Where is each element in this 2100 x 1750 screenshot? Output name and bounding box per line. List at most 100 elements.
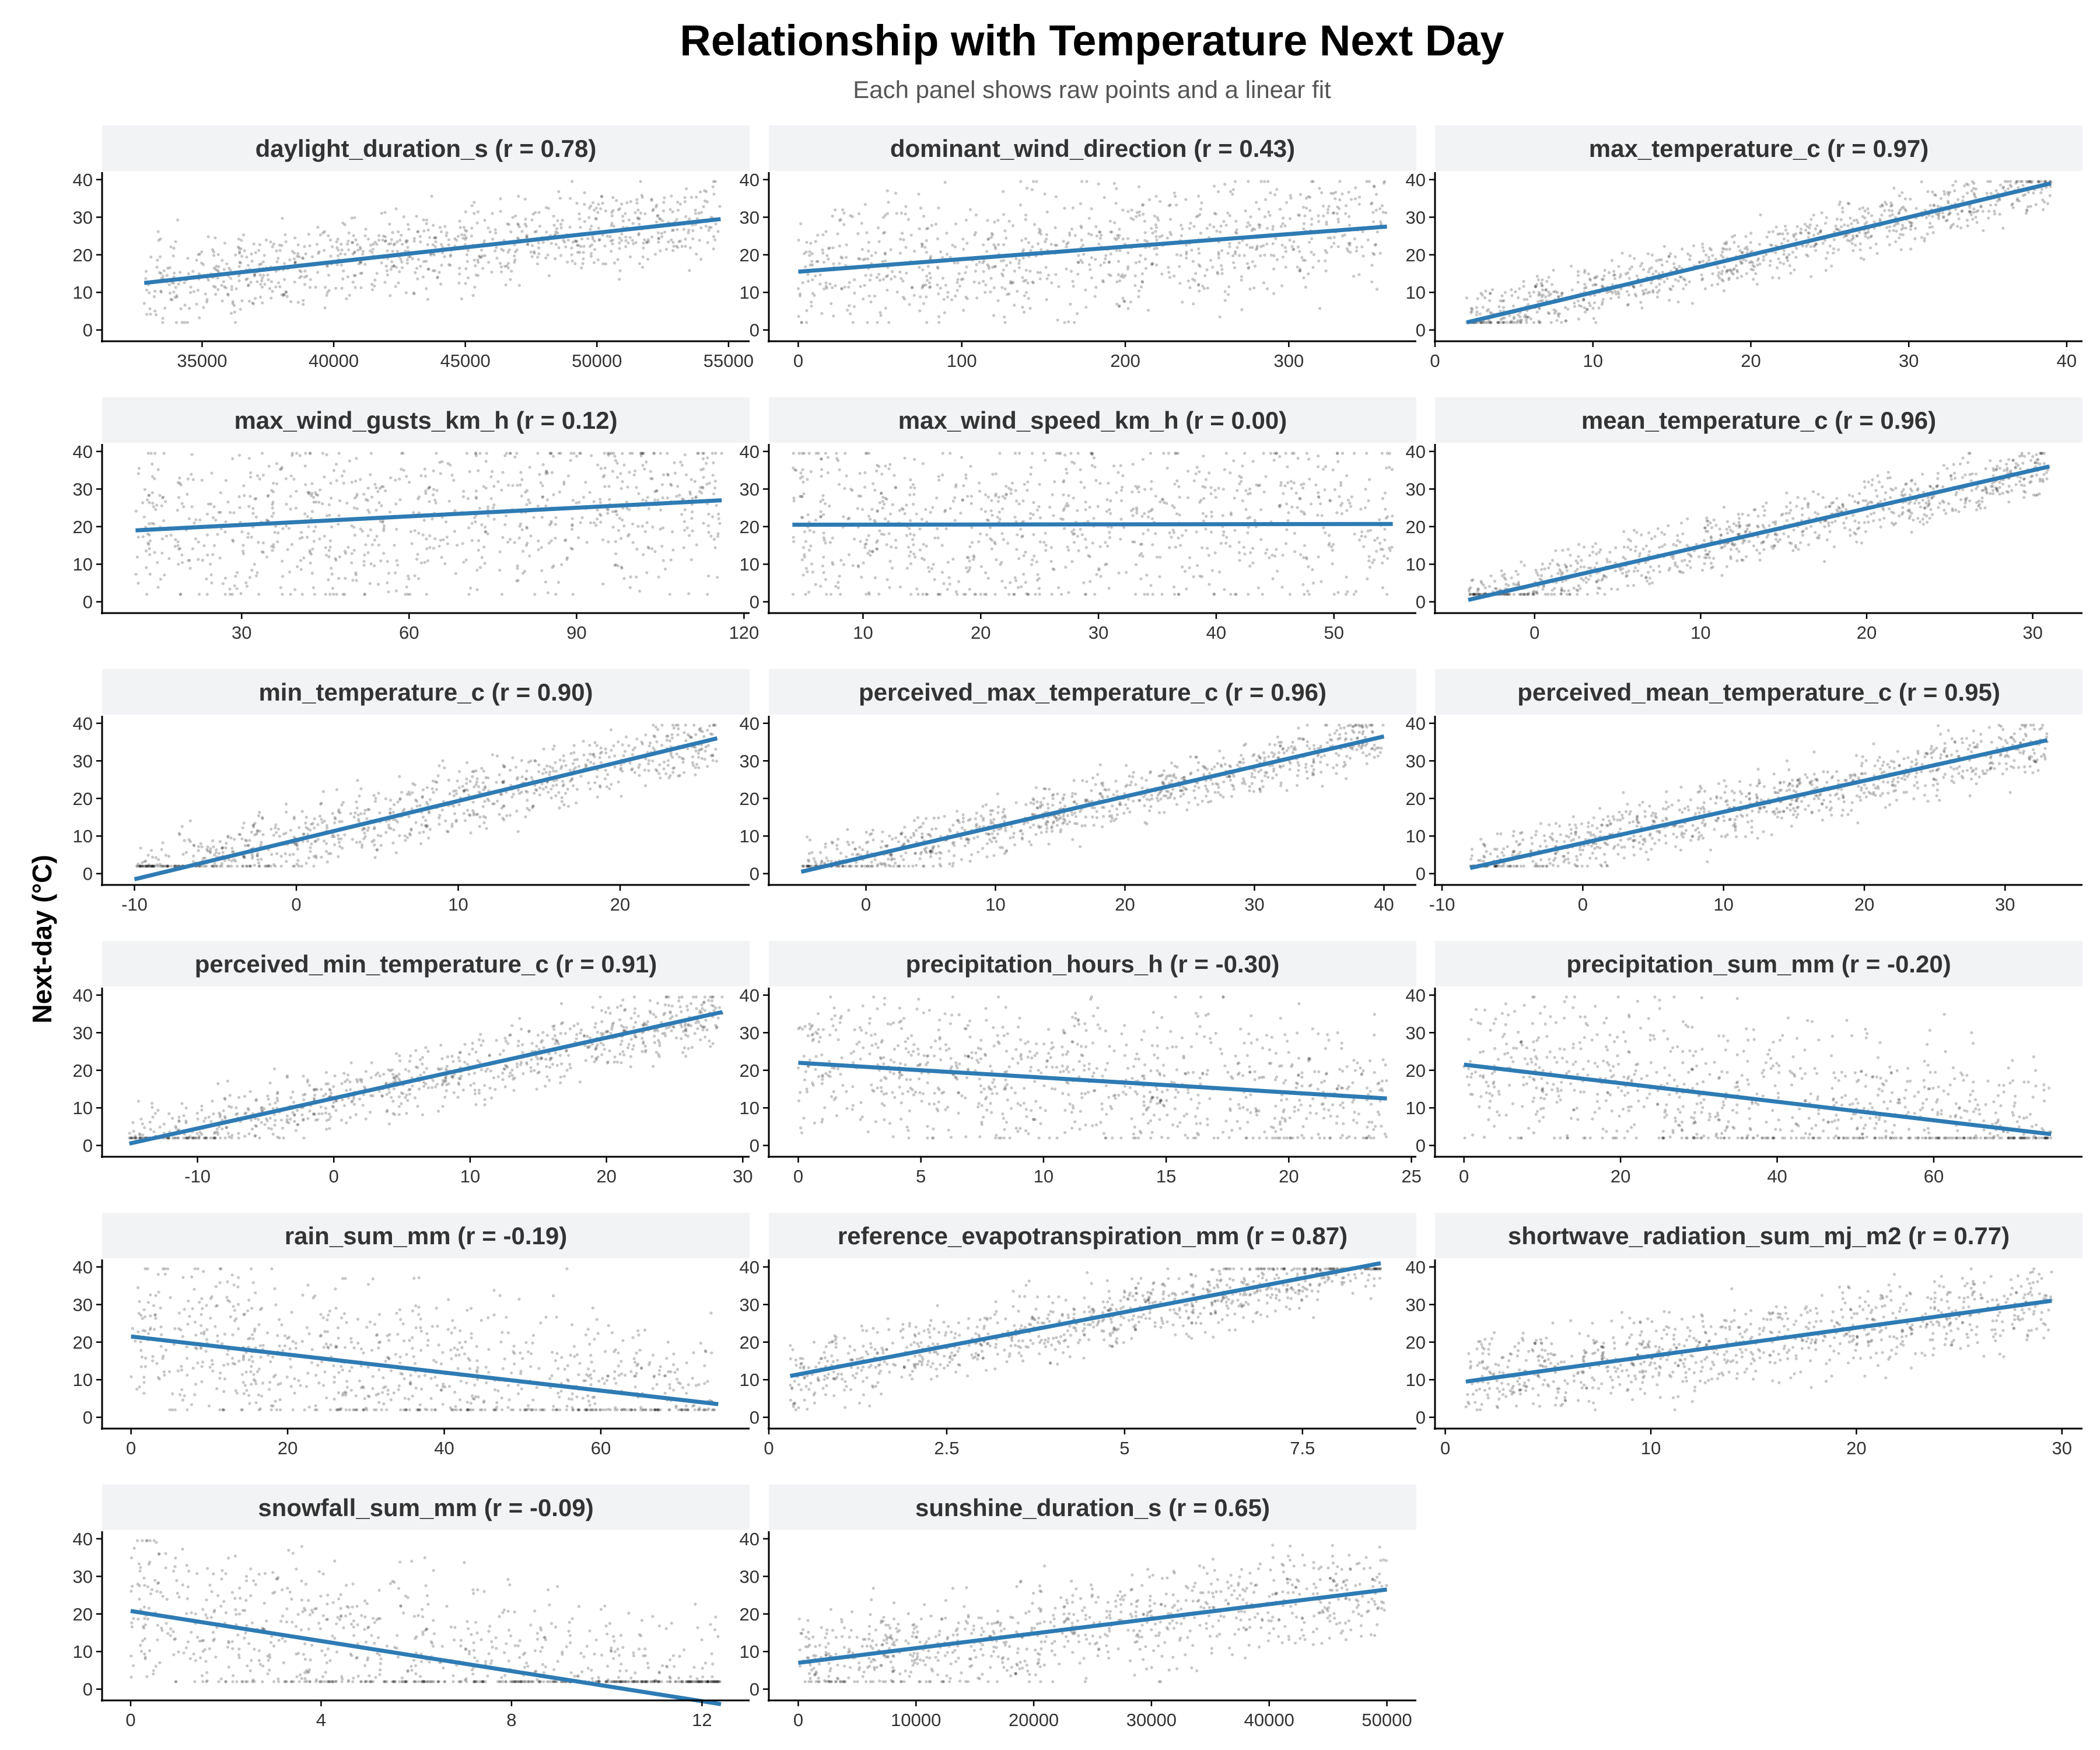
scatter-point [1901,191,1904,194]
scatter-point [1083,486,1086,489]
scatter-point [477,469,480,473]
scatter-point [622,524,626,528]
scatter-point [571,240,575,244]
scatter-point [620,565,623,569]
scatter-point [598,498,602,501]
scatter-point [1968,211,1972,214]
scatter-point [1738,260,1742,263]
scatter-point [631,239,634,242]
scatter-point [1989,191,1993,195]
scatter-point [936,267,940,270]
scatter-point [1567,589,1570,593]
scatter-point [503,454,507,457]
scatter-point [690,478,693,481]
scatter-point [1199,232,1202,235]
scatter-point [1062,479,1066,482]
scatter-point [650,547,654,551]
scatter-point [1002,268,1005,272]
scatter-point [412,237,416,240]
scatter-point [1298,250,1301,253]
scatter-point [1920,236,1923,239]
scatter-point [1805,225,1809,228]
scatter-point [926,265,930,268]
scatter-point [925,274,929,278]
scatter-point [944,527,948,531]
scatter-point [1874,489,1878,492]
scatter-point [800,321,803,324]
scatter-point [1751,264,1755,267]
scatter-point [590,225,593,228]
scatter-point [921,285,925,288]
scatter-point [707,512,710,516]
scatter-point [1701,260,1705,263]
scatter-point [1658,282,1661,286]
scatter-point [1271,242,1275,246]
scatter-point [276,531,280,535]
scatter-point [1519,321,1523,324]
scatter-point [1173,593,1177,596]
scatter-point [161,275,164,278]
scatter-point [474,273,478,276]
scatter-point [1367,499,1370,503]
scatter-point [1382,181,1386,185]
scatter-point [1172,274,1176,278]
scatter-point [1140,514,1144,518]
scatter-point [2019,180,2022,183]
scatter-point [196,288,200,292]
scatter-point [912,293,916,297]
scatter-point [1554,309,1558,313]
scatter-point [1942,216,1945,219]
scatter-point [1198,289,1201,293]
scatter-point [480,256,483,259]
scatter-point [229,312,233,315]
scatter-point [466,249,470,252]
scatter-point [1012,281,1015,284]
scatter-point [506,540,510,544]
scatter-point [190,473,193,476]
scatter-point [912,502,915,506]
scatter-point [341,221,345,225]
scatter-point [1021,276,1024,279]
scatter-point [1318,307,1322,310]
scatter-point [300,536,304,539]
scatter-point [1079,202,1082,205]
scatter-point [662,209,666,213]
scatter-point [704,225,708,228]
scatter-point [680,244,684,249]
scatter-point [245,584,249,588]
scatter-point [937,292,940,296]
scatter-point [1340,512,1343,516]
scatter-point [637,232,640,235]
scatter-point [211,516,215,519]
scatter-point [946,587,949,591]
scatter-point [186,257,190,260]
scatter-point [1624,272,1628,276]
scatter-point [1129,216,1133,220]
scatter-point [1725,240,1728,244]
scatter-point [905,534,908,537]
scatter-point [223,242,227,245]
scatter-point [1092,456,1096,460]
scatter-point [309,278,312,281]
scatter-point [819,584,822,588]
scatter-point [1318,187,1321,190]
scatter-point [1594,283,1597,286]
scatter-point [483,562,487,565]
scatter-point [1052,568,1056,571]
scatter-point [1185,256,1188,260]
scatter-point [874,576,877,580]
scatter-point [1054,195,1058,198]
scatter-point [258,273,262,277]
scatter-point [1224,223,1228,227]
scatter-point [797,452,801,455]
scatter-point [1305,206,1308,210]
scatter-point [1904,226,1908,230]
scatter-point [637,492,640,495]
scatter-point [1365,452,1368,455]
scatter-point [840,287,844,291]
scatter-point [306,536,309,539]
scatter-point [284,290,288,293]
scatter-point [575,240,578,243]
scatter-point [820,457,823,461]
scatter-point [1350,198,1353,201]
